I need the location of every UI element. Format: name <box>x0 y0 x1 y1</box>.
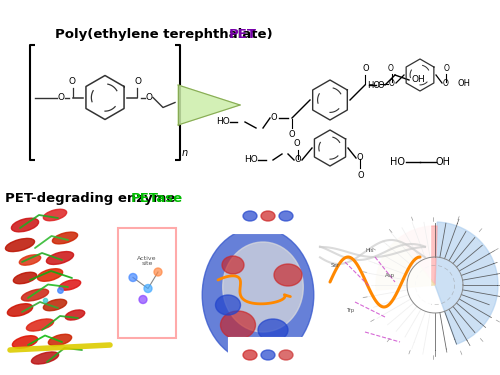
Ellipse shape <box>66 310 84 320</box>
Text: —: — <box>370 317 376 324</box>
Bar <box>228 337 308 372</box>
Text: —: — <box>456 349 462 355</box>
Text: HO: HO <box>367 81 380 90</box>
Ellipse shape <box>261 350 275 360</box>
Ellipse shape <box>220 311 256 339</box>
Ellipse shape <box>14 272 36 284</box>
Text: PET-degrading enzyme: PET-degrading enzyme <box>5 192 180 205</box>
Text: —: — <box>386 227 392 234</box>
Text: O: O <box>134 76 141 86</box>
Bar <box>315 202 430 374</box>
Ellipse shape <box>20 255 40 265</box>
Text: O: O <box>378 81 384 90</box>
Text: O: O <box>58 93 64 102</box>
Ellipse shape <box>8 304 32 316</box>
Text: n: n <box>182 148 188 158</box>
Ellipse shape <box>38 269 62 281</box>
Ellipse shape <box>44 299 66 311</box>
Text: Ser: Ser <box>330 263 340 268</box>
Text: —: — <box>456 215 462 221</box>
Text: —: — <box>432 354 438 359</box>
Ellipse shape <box>46 252 74 264</box>
Text: OH: OH <box>412 75 426 84</box>
Text: O: O <box>270 114 278 123</box>
Text: —: — <box>408 215 414 221</box>
Text: —: — <box>494 317 500 324</box>
Text: —: — <box>478 336 484 343</box>
Text: OH: OH <box>436 157 451 167</box>
Text: O: O <box>362 64 370 73</box>
Ellipse shape <box>22 289 48 301</box>
Text: OH: OH <box>458 78 471 87</box>
Ellipse shape <box>52 232 78 244</box>
Ellipse shape <box>279 350 293 360</box>
Ellipse shape <box>243 350 257 360</box>
Text: His: His <box>366 248 374 253</box>
Text: —: — <box>478 227 484 234</box>
Text: O: O <box>443 78 449 87</box>
Text: —: — <box>362 294 368 300</box>
Bar <box>118 228 176 338</box>
Text: Poly(ethylene terephthalate): Poly(ethylene terephthalate) <box>55 28 277 41</box>
Wedge shape <box>435 222 498 344</box>
Text: Active
site: Active site <box>137 256 157 266</box>
Ellipse shape <box>44 209 66 221</box>
Text: PETase: PETase <box>131 192 183 205</box>
Wedge shape <box>398 226 437 285</box>
Ellipse shape <box>261 211 275 221</box>
Ellipse shape <box>222 256 244 274</box>
Text: O: O <box>389 78 395 87</box>
Wedge shape <box>376 238 435 290</box>
Text: O: O <box>146 93 152 102</box>
Text: O: O <box>358 171 364 180</box>
Text: Trp: Trp <box>346 308 354 313</box>
Ellipse shape <box>12 336 38 348</box>
Ellipse shape <box>26 319 54 331</box>
Text: —: — <box>370 246 376 253</box>
Text: —: — <box>386 336 392 343</box>
Circle shape <box>139 296 147 303</box>
Circle shape <box>129 273 137 282</box>
Ellipse shape <box>6 238 34 252</box>
Text: O: O <box>68 76 75 86</box>
Bar <box>228 198 308 233</box>
Ellipse shape <box>274 264 302 286</box>
Ellipse shape <box>202 228 314 363</box>
Circle shape <box>154 268 162 276</box>
Text: Asp: Asp <box>385 273 395 278</box>
Ellipse shape <box>32 352 58 364</box>
Text: O: O <box>356 153 364 162</box>
Text: HO: HO <box>216 117 230 126</box>
Text: PET: PET <box>229 28 257 41</box>
Text: HO: HO <box>244 156 258 165</box>
Text: O: O <box>388 64 394 73</box>
Text: HO: HO <box>390 157 405 167</box>
Ellipse shape <box>279 211 293 221</box>
Text: O: O <box>294 156 302 165</box>
Text: —: — <box>408 349 414 355</box>
Text: O: O <box>444 64 450 73</box>
Text: O: O <box>294 139 300 148</box>
Circle shape <box>144 285 152 292</box>
Text: —: — <box>494 246 500 253</box>
Ellipse shape <box>216 295 240 315</box>
Text: —: — <box>362 270 368 276</box>
Ellipse shape <box>48 334 72 346</box>
Ellipse shape <box>60 280 80 290</box>
Text: —: — <box>432 216 438 221</box>
Ellipse shape <box>243 211 257 221</box>
Ellipse shape <box>258 319 288 341</box>
Text: O: O <box>288 130 296 139</box>
Ellipse shape <box>12 218 38 232</box>
Ellipse shape <box>222 242 304 332</box>
Polygon shape <box>178 85 240 125</box>
Bar <box>118 228 176 338</box>
